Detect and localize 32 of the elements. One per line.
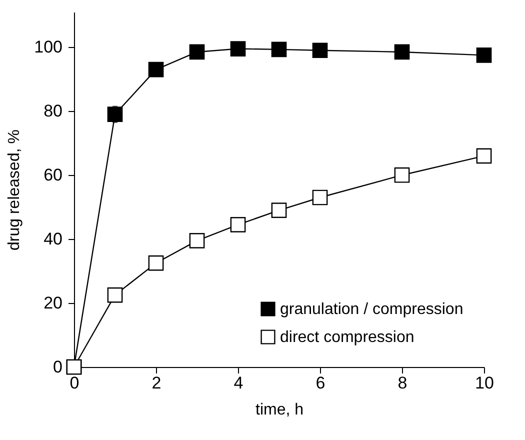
y-tick-label: 40 [44,230,62,249]
x-tick-label: 6 [316,374,326,392]
point [230,217,246,232]
x-tick-label: 0 [70,374,80,392]
x-tick-label: 4 [234,374,244,392]
y-axis-title: drug released, % [6,130,24,250]
point [271,42,287,58]
point [148,62,164,78]
point [107,106,123,122]
point [476,48,492,63]
y-tick-label: 0 [53,358,62,376]
point [271,202,287,218]
y-tick-label: 60 [44,166,62,185]
y-tick-label: 20 [44,294,62,313]
y-tick-label: 80 [44,102,62,121]
x-axis-title: time, h [255,402,304,418]
point [312,42,328,58]
legend-label: granulation / compression [280,301,464,318]
point [107,287,123,303]
point [476,148,492,164]
point [189,233,205,248]
point [189,44,205,60]
legend-label: direct compression [280,329,414,346]
x-tick-label: 8 [398,374,408,392]
point [394,44,410,60]
point [394,167,410,183]
x-tick-label: 2 [152,374,162,392]
point [148,255,164,271]
point [312,190,328,206]
y-tick-label: 100 [34,38,62,57]
point [230,41,246,56]
x-tick-label: 10 [475,374,494,392]
